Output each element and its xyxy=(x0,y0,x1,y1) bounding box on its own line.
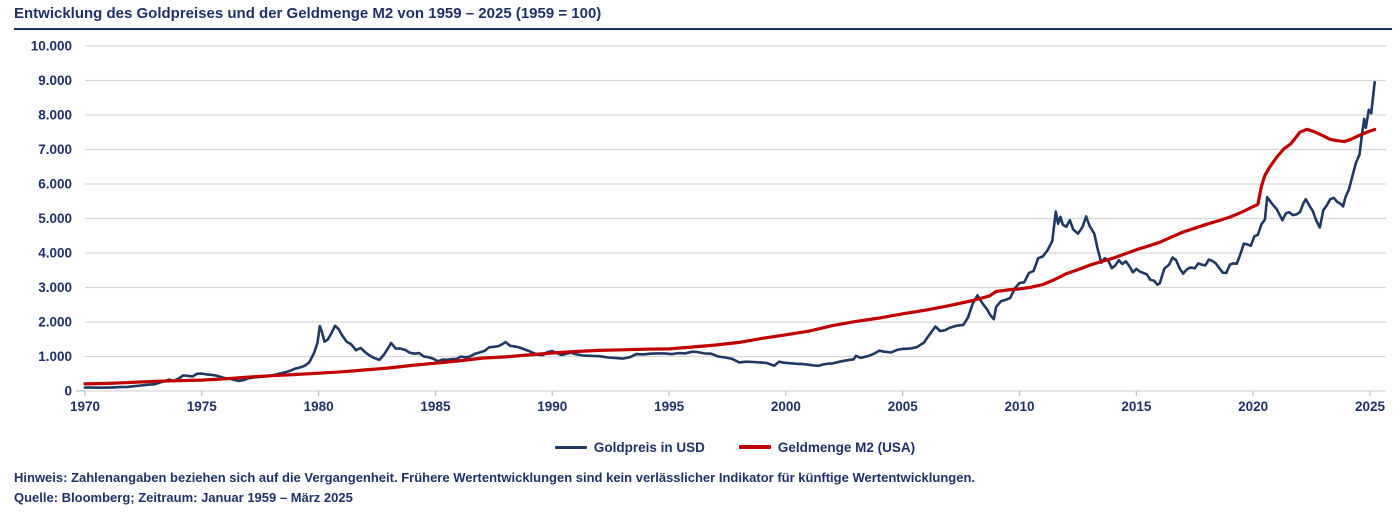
y-axis-label-2000: 2.000 xyxy=(38,315,72,330)
y-axis-label-3000: 3.000 xyxy=(38,280,72,295)
legend-item-geldmenge: Geldmenge M2 (USA) xyxy=(738,439,916,455)
x-axis-label-1985: 1985 xyxy=(420,399,451,414)
x-axis-label-2015: 2015 xyxy=(1121,399,1152,414)
y-axis-label-0: 0 xyxy=(64,384,72,399)
y-axis-label-6000: 6.000 xyxy=(38,177,72,192)
y-axis-label-9000: 9.000 xyxy=(38,73,72,88)
x-axis-label-1980: 1980 xyxy=(304,399,334,414)
x-axis-label-1995: 1995 xyxy=(654,399,685,414)
x-axis-label-2005: 2005 xyxy=(888,399,919,414)
title-divider xyxy=(14,28,1392,30)
legend-label-goldpreis: Goldpreis in USD xyxy=(593,439,705,455)
x-axis-label-1970: 1970 xyxy=(70,399,100,414)
legend-label-geldmenge: Geldmenge M2 (USA) xyxy=(777,439,916,455)
y-axis-label-8000: 8.000 xyxy=(38,108,72,123)
y-axis-label-5000: 5.000 xyxy=(38,211,72,226)
footnote: Hinweis: Zahlenangaben beziehen sich auf… xyxy=(14,468,1390,508)
x-axis-label-2010: 2010 xyxy=(1005,399,1035,414)
x-axis-label-2020: 2020 xyxy=(1238,399,1268,414)
chart-legend: Goldpreis in USD Geldmenge M2 (USA) xyxy=(85,436,1385,458)
y-axis-label-4000: 4.000 xyxy=(38,246,72,261)
legend-item-goldpreis: Goldpreis in USD xyxy=(554,439,705,455)
chart-canvas: 0 1.000 2.000 3.000 4.000 5.000 6.000 7.000 8.00… xyxy=(31,39,1386,414)
gold-line-swatch-icon xyxy=(554,445,587,449)
y-axis-label-7000: 7.000 xyxy=(38,142,72,157)
x-axis-label-1990: 1990 xyxy=(537,399,567,414)
y-axis-label-10000: 10.000 xyxy=(31,39,72,54)
series-line-goldpreis xyxy=(83,80,1376,390)
x-axis-label-1975: 1975 xyxy=(187,399,218,414)
x-axis-label-2025: 2025 xyxy=(1355,399,1386,414)
y-axis-label-1000: 1.000 xyxy=(38,349,72,364)
chart-title: Entwicklung des Goldpreises und der Geld… xyxy=(14,5,602,22)
series-line-geldmenge-m2 xyxy=(83,127,1377,386)
footnote-hinweis: Hinweis: Zahlenangaben beziehen sich auf… xyxy=(14,470,976,485)
m2-line-swatch-icon xyxy=(738,445,771,449)
x-axis-label-2000: 2000 xyxy=(771,399,801,414)
footnote-quelle: Quelle: Bloomberg; Zeitraum: Januar 1959… xyxy=(14,490,353,505)
